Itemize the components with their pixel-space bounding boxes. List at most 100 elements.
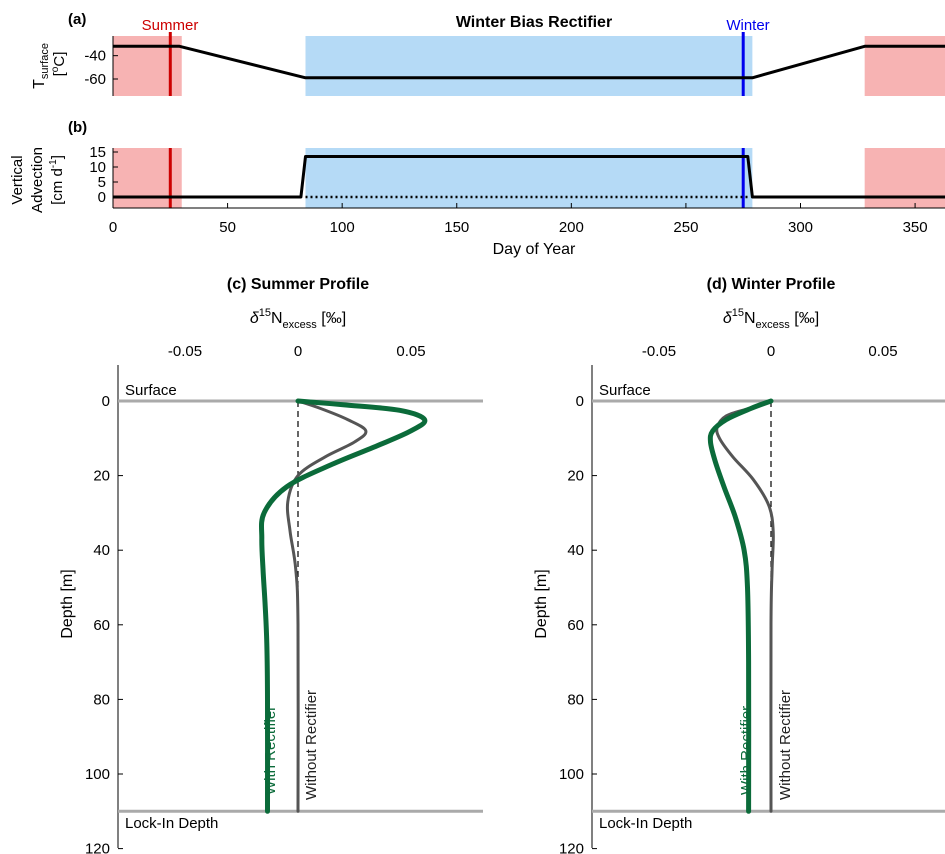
panel-a-y-ticks: -40-60 [84,48,118,88]
panel-b-xtick-label-3: 150 [444,219,469,236]
panel-b-y-axis-label: Vertical [9,155,26,204]
panel-d-title: (d) Winter Profile [707,276,836,293]
panel-a: -40-60 (a) Winter Bias Rectifier Summer … [31,11,945,96]
panel-d-xlabel-N: N [744,310,756,327]
panel-d-x-ticks: -0.05 0 0.05 [642,343,898,360]
panel-c-with-rectifier-label-wrap: With Rectifier [262,706,279,795]
panel-b-x-ticks: 0 50 100 150 200 250 300 350 [109,203,928,236]
panel-b-xtick-label-2: 100 [330,219,355,236]
advection-with-rectifier-line [113,155,945,199]
panel-d-ytick-label-4: 80 [567,691,584,708]
panel-b-xtick-label-0: 0 [109,219,117,236]
panel-b-ylabel-close: ] [49,155,66,159]
panel-b-ylabel-line1: Vertical [9,155,26,204]
panel-b-ytick-label-3: 0 [98,189,106,206]
svg-text:[oC]: [oC] [50,52,68,77]
panel-c: (c) Summer Profile δ15Nexcess [‰] -0.05 0… [59,276,483,854]
panel-d-without-rectifier-line [715,399,775,813]
panel-c-ytick-label-5: 100 [85,766,110,783]
panel-c-with-rectifier-line [258,398,428,814]
panel-c-without-rectifier-label: Without Rectifier [303,690,320,800]
panel-d-xlabel-unit: [‰] [790,310,819,327]
panel-c-ytick-label-2: 40 [93,542,110,559]
panel-d-ytick-label-0: 0 [576,393,584,410]
panel-c-boundaries [118,399,483,813]
panel-b-xtick-label-4: 200 [559,219,584,236]
panel-d-xtick-label-0: -0.05 [642,343,676,360]
panel-c-xtick-label-1: 0 [294,343,302,360]
panel-c-xlabel-unit: [‰] [317,310,346,327]
panel-a-temperature-line [113,44,945,80]
panel-d-ytick-label-5: 100 [559,766,584,783]
panel-b-xtick-label-5: 250 [673,219,698,236]
panel-a-ylabel-main: T [31,79,48,89]
panel-c-x-axis-label: δ15Nexcess [‰] [250,307,346,331]
winter-label: Winter [726,17,769,34]
panel-d-with-rectifier-line [707,398,774,814]
panel-d-y-axis-label: Depth [m] [533,569,550,638]
panel-c-ytick-label-3: 60 [93,617,110,634]
panel-b-advection-lines [113,155,945,199]
panel-a-ytick-label-1: -60 [84,71,106,88]
panel-a-shaded-regions [113,36,945,96]
panel-c-xlabel-sup: 15 [259,307,271,319]
panel-c-xtick-label-2: 0.05 [396,343,425,360]
panel-a-unit-open: [ [51,71,68,76]
panel-d-without-rectifier-label: Without Rectifier [777,690,794,800]
panel-b-x-axis-label: Day of Year [493,241,576,258]
panel-b-ytick-label-2: 5 [98,174,106,191]
panel-b-y-axis-label-3: [cm d-1] [48,155,66,205]
panel-a-unit-rest: C] [51,52,68,67]
panel-b-xtick-label-1: 50 [219,219,236,236]
panel-c-xlabel-N: N [271,310,283,327]
temperature-series-0 [113,44,945,80]
panel-c-ytick-label-4: 80 [93,691,110,708]
panel-c-profiles [258,398,428,814]
panel-c-without-rectifier-label-wrap: Without Rectifier [303,690,320,800]
panel-b-ylabel-sup: -1 [48,159,59,168]
panel-c-x-ticks: -0.05 0 0.05 [168,343,426,360]
summer-shade-b-1 [864,148,945,208]
panel-b-xtick-label-7: 350 [903,219,928,236]
panel-b-ytick-label-0: 15 [89,144,106,161]
panel-d-without-rectifier-label-wrap: Without Rectifier [777,690,794,800]
panel-a-y-unit-label: [oC] [50,52,68,77]
panel-a-label: (a) [68,11,86,28]
panel-d-xlabel-delta: δ [723,310,733,327]
panel-d-ylabel: Depth [m] [533,569,550,638]
panel-c-title: (c) Summer Profile [227,276,369,293]
panel-c-ylabel: Depth [m] [59,569,76,638]
panel-d-xlabel-sup: 15 [732,307,744,319]
panel-c-y-ticks: 0 20 40 60 80 100 120 [85,393,123,854]
panel-c-without-rectifier-line [285,399,368,813]
panel-c-lockin-label: Lock-In Depth [125,815,218,832]
panel-c-ytick-label-1: 20 [93,468,110,485]
panel-c-xtick-label-0: -0.05 [168,343,202,360]
panel-d-xtick-label-1: 0 [767,343,775,360]
panel-c-ytick-label-6: 120 [85,841,110,854]
panel-d-ytick-label-6: 120 [559,841,584,854]
panel-c-surface-label: Surface [125,382,177,399]
panel-d-xlabel-sub: excess [756,319,791,331]
panel-d-ytick-label-1: 20 [567,468,584,485]
panel-d-lockin-label: Lock-In Depth [599,815,692,832]
panel-d: (d) Winter Profile δ15Nexcess [‰] -0.05 0… [533,276,945,854]
panel-b-xtick-label-6: 300 [788,219,813,236]
panel-c-xlabel-sub: excess [283,319,318,331]
panel-d-surface-label: Surface [599,382,651,399]
panel-a-ylabel-sub: surface [39,43,51,79]
panel-b-label: (b) [68,119,87,136]
winter-shade-a [305,36,753,96]
panel-b-ylabel-line2: Advection [29,147,46,213]
svg-text:[cm d-1]: [cm d-1] [48,155,66,205]
panel-b-ylabel-open: [cm d [49,168,66,205]
panel-c-ytick-label-0: 0 [102,393,110,410]
panel-d-ytick-label-2: 40 [567,542,584,559]
figure-title: Winter Bias Rectifier [456,14,612,31]
panel-d-xtick-label-2: 0.05 [868,343,897,360]
panel-d-x-axis-label: δ15Nexcess [‰] [723,307,819,331]
panel-d-with-rectifier-label-wrap: With Rectifier [738,706,755,795]
panel-a-y-axis-label: Tsurface [31,43,51,89]
